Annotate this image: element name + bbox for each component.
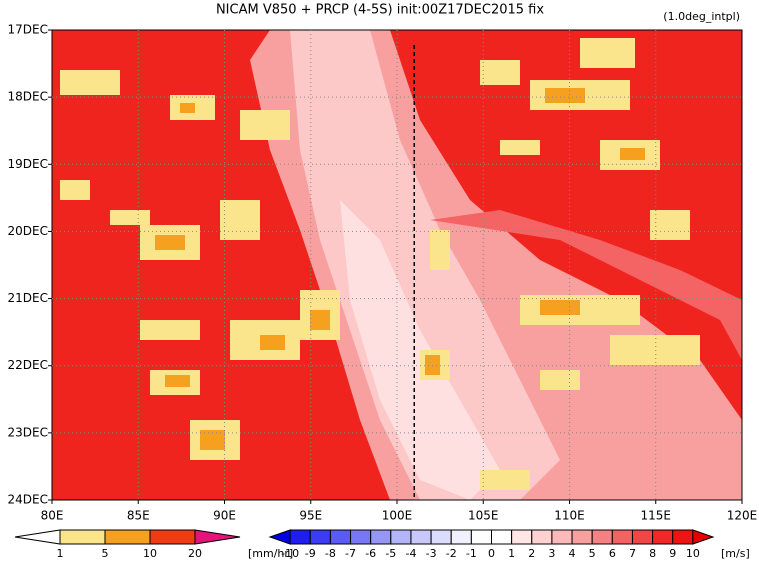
colorbar-box — [329, 529, 352, 545]
colorbar-label: 9 — [669, 547, 676, 560]
colorbar-triangle — [14, 529, 61, 545]
colorbar-box — [652, 529, 674, 545]
colorbar-label: -2 — [446, 547, 457, 560]
colorbar-label: 1 — [508, 547, 515, 560]
colorbar-box — [511, 529, 533, 545]
colorbar-box — [611, 529, 633, 545]
field-patch — [290, 30, 560, 500]
colorbar-label: 10 — [143, 547, 157, 560]
colorbar-label: -10 — [281, 547, 299, 560]
colorbar-box — [59, 529, 106, 545]
colorbar-box — [309, 529, 331, 545]
colorbar-label: 2 — [528, 547, 535, 560]
x-tick-label: 105E — [468, 509, 499, 523]
colorbar-label: 6 — [609, 547, 616, 560]
chart-subtitle: (1.0deg_intpl) — [663, 10, 740, 23]
colorbar-triangle — [194, 529, 241, 545]
colorbar-box — [531, 529, 553, 545]
colorbar-label: 5 — [589, 547, 596, 560]
colorbar-label: 5 — [102, 547, 109, 560]
colorbar-box — [104, 529, 151, 545]
y-tick-label: 20DEC — [8, 224, 48, 238]
x-tick-label: 120E — [727, 509, 758, 523]
y-tick-label: 18DEC — [8, 90, 48, 104]
colorbar-box — [390, 529, 412, 545]
colorbar-label: -4 — [405, 547, 416, 560]
chart-title: NICAM V850 + PRCP (4-5S) init:00Z17DEC20… — [216, 3, 544, 18]
colorbar-label: -7 — [345, 547, 356, 560]
colorbar-label: 7 — [629, 547, 636, 560]
y-tick-label: 22DEC — [8, 358, 48, 372]
x-tick-label: 80E — [41, 509, 64, 523]
colorbar-box — [350, 529, 372, 545]
colorbar-unit: [mm/hr] — [248, 547, 293, 560]
x-tick-label: 95E — [299, 509, 322, 523]
colorbar-box — [149, 529, 196, 545]
y-tick-label: 21DEC — [8, 291, 48, 305]
y-tick-label: 24DEC — [8, 493, 48, 507]
colorbar-box — [430, 529, 452, 545]
colorbar-label: -1 — [466, 547, 477, 560]
y-tick-label: 19DEC — [8, 157, 48, 171]
colorbar-label: -6 — [365, 547, 376, 560]
y-tick-label: 23DEC — [8, 425, 48, 439]
colorbar-box — [450, 529, 472, 545]
x-tick-label: 110E — [554, 509, 585, 523]
colorbar-label: -8 — [325, 547, 336, 560]
colorbar-label: 4 — [569, 547, 576, 560]
colorbar-unit: [m/s] — [721, 547, 750, 560]
colorbar-label: -9 — [305, 547, 316, 560]
field-patch — [430, 210, 742, 360]
colorbar-label: 3 — [548, 547, 555, 560]
colorbar-box — [410, 529, 432, 545]
colorbar-box — [672, 529, 694, 545]
colorbar-label: 0 — [488, 547, 495, 560]
colorbar-label: 20 — [188, 547, 202, 560]
colorbar-box — [370, 529, 392, 545]
y-tick-label: 17DEC — [8, 23, 48, 37]
colorbar-box — [551, 529, 573, 545]
precip-patches — [155, 88, 645, 450]
colorbar-box — [571, 529, 593, 545]
colorbar-box — [289, 529, 311, 545]
colorbar-box — [591, 529, 613, 545]
colorbar-label: 8 — [649, 547, 656, 560]
colorbar-box — [470, 529, 493, 545]
x-tick-label: 90E — [213, 509, 236, 523]
colorbar-label: -5 — [385, 547, 396, 560]
colorbar-triangle — [268, 529, 291, 545]
x-tick-label: 100E — [382, 509, 413, 523]
x-tick-label: 115E — [641, 509, 672, 523]
colorbar-triangle — [692, 529, 715, 545]
field — [52, 30, 742, 500]
colorbar-box — [631, 529, 654, 545]
colorbar-label: -3 — [426, 547, 437, 560]
x-tick-label: 85E — [127, 509, 150, 523]
colorbar-label: 10 — [686, 547, 700, 560]
colorbar-label: 1 — [57, 547, 64, 560]
colorbar-box — [491, 529, 513, 545]
